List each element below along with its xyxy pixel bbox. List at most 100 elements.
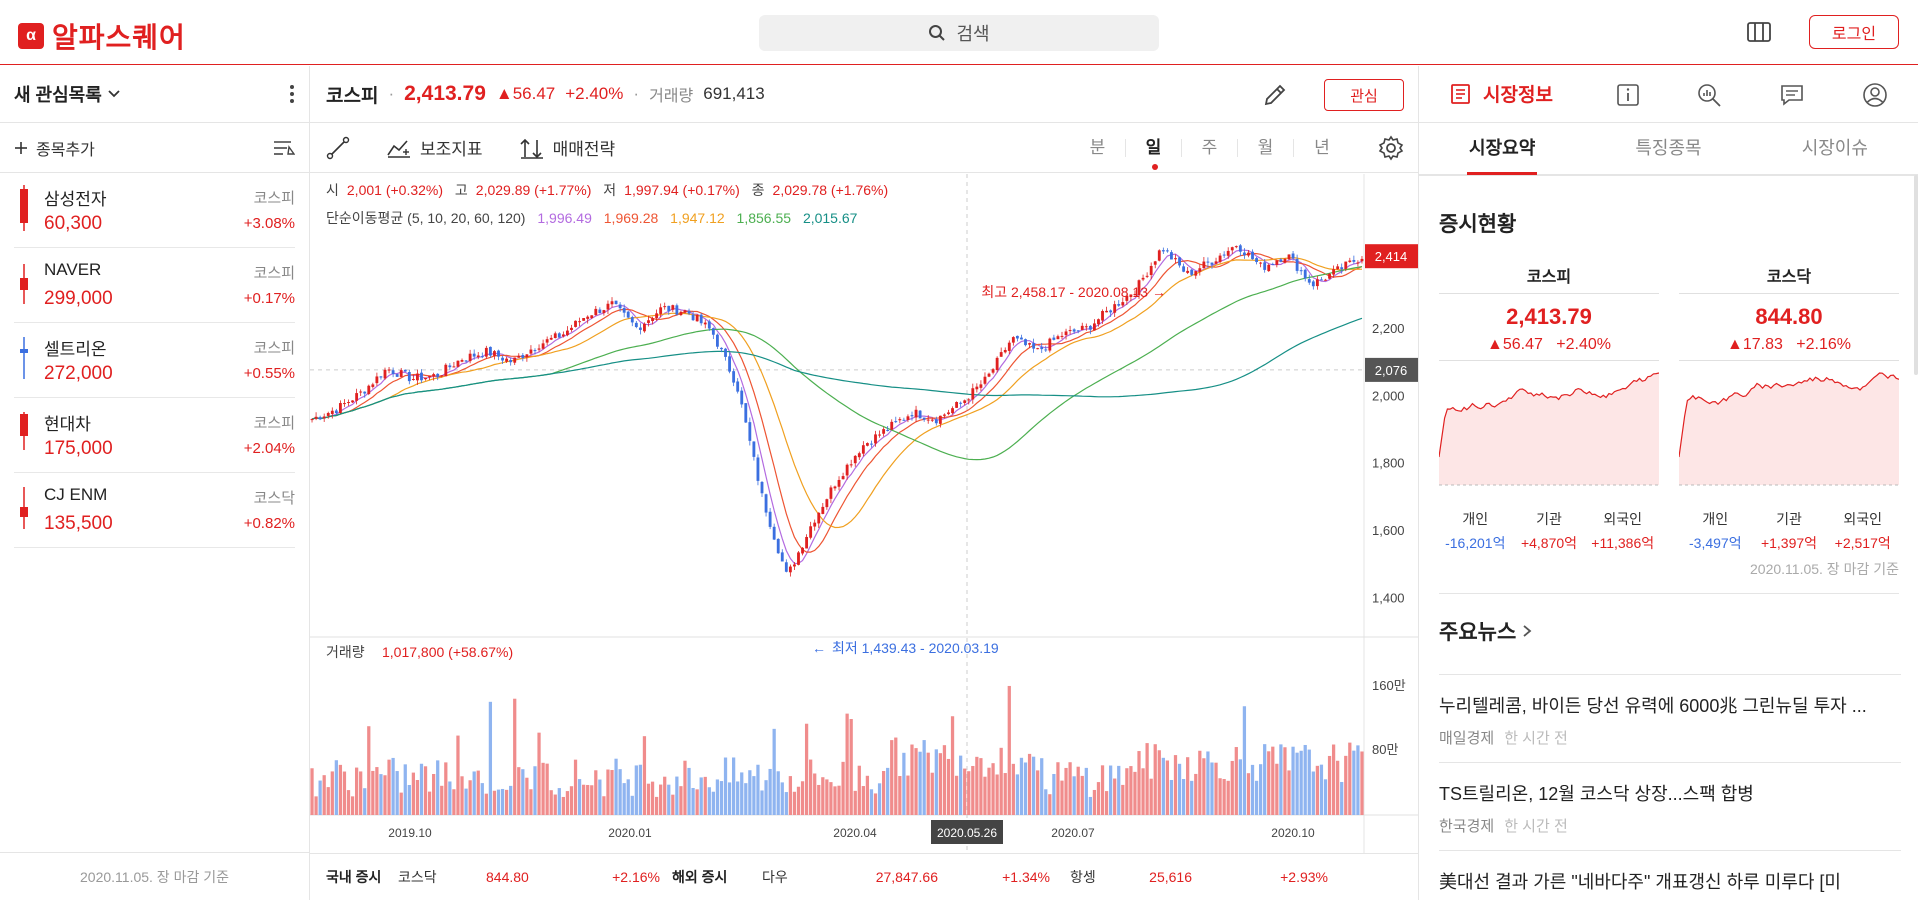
news-source: 한국경제 (1439, 818, 1495, 835)
candle-body (699, 314, 703, 324)
volume-bar (1356, 745, 1360, 815)
favorite-button[interactable]: 관심 (1324, 79, 1404, 111)
candle-body (314, 416, 318, 419)
volume-bar (606, 769, 610, 815)
volume-bar (727, 782, 732, 815)
volume-bar (476, 770, 480, 815)
ticker-name[interactable]: 항셍 (1070, 869, 1096, 885)
ticker-value: 25,616 (1149, 869, 1192, 885)
news-item[interactable]: 美대선 결과 가른 "네바다주" 개표갱신 하루 미루다 [미 (1439, 850, 1901, 894)
indicator-button[interactable]: 보조지표 (386, 135, 483, 160)
news-item[interactable]: 누리텔레콤, 바이든 당선 유력에 6000兆 그린뉴딜 투자 ... 매일경제… (1439, 674, 1901, 748)
sort-list-icon[interactable] (273, 139, 295, 157)
chat-icon[interactable] (1779, 82, 1805, 108)
candle-body (1198, 268, 1202, 272)
stock-name: 삼성전자 (44, 190, 107, 209)
tab-market-issues[interactable]: 시장이슈 (1801, 138, 1868, 158)
index-name: 코스닥 (1679, 263, 1899, 294)
watchlist-item[interactable]: 셀트리온 272,000 코스피 +0.55% (14, 323, 295, 398)
analysis-icon[interactable] (1696, 82, 1722, 108)
quote-volume-label: 거래량 (649, 88, 694, 105)
volume-bar (886, 767, 890, 815)
index-card-kospi[interactable]: 코스피 2,413.79 ▲56.47 +2.40% 개인 -16,201억 기관… (1439, 263, 1659, 553)
volume-bar (423, 766, 428, 815)
gear-icon[interactable] (1378, 135, 1404, 161)
volume-bar (744, 783, 748, 815)
logo[interactable]: α 알파스퀘어 (18, 16, 186, 56)
candle-body (334, 410, 338, 414)
period-tab-minute[interactable]: 분 (1070, 139, 1126, 157)
candle-body (651, 318, 654, 322)
volume-bar (1234, 747, 1238, 815)
candle-body (991, 369, 995, 373)
volume-bar (650, 781, 655, 815)
watchlist-item[interactable]: 삼성전자 60,300 코스피 +3.08% (14, 173, 295, 248)
candle-body (1109, 310, 1113, 313)
volume-bar (1238, 759, 1242, 815)
market-info-tab[interactable]: 시장정보 (1449, 80, 1553, 107)
candle-icon (20, 487, 28, 529)
investor-label: 외국인 (1843, 511, 1883, 527)
period-tab-week[interactable]: 주 (1182, 139, 1238, 157)
candle-body (1040, 347, 1044, 350)
candlestick-series (310, 244, 1364, 577)
candle-body (1287, 254, 1291, 260)
volume-bar (1210, 762, 1214, 815)
low-arrow: ← (812, 640, 826, 656)
candle-body (801, 547, 804, 554)
index-pct: +2.16% (1796, 336, 1851, 353)
candle-body (371, 384, 375, 387)
volume-bar (391, 757, 395, 815)
candle-icon (20, 412, 28, 450)
search-icon (929, 25, 946, 41)
add-stock-button[interactable]: 종목추가 (14, 136, 95, 160)
candle-body (922, 417, 926, 420)
watchlist-item[interactable]: CJ ENM 135,500 코스닥 +0.82% (14, 473, 295, 548)
user-icon[interactable] (1862, 82, 1888, 108)
index-card-kosdaq[interactable]: 코스닥 844.80 ▲17.83 +2.16% 개인 -3,497억 기관 +1,… (1679, 263, 1899, 553)
candle-body (967, 399, 971, 401)
watchlist-item[interactable]: NAVER 299,000 코스피 +0.17% (14, 248, 295, 323)
candle-body (995, 357, 999, 371)
candle-body (464, 360, 468, 362)
strategy-label: 매매전략 (552, 140, 616, 159)
volume-bar (999, 747, 1003, 815)
search-input[interactable]: 검색 (759, 15, 1159, 51)
drawing-tool-button[interactable] (326, 136, 350, 160)
chevron-right-icon (1523, 625, 1532, 637)
candle-body (1242, 252, 1246, 256)
login-button[interactable]: 로그인 (1809, 15, 1899, 49)
watchlist-item[interactable]: 현대차 175,000 코스피 +2.04% (14, 398, 295, 473)
y-tick-label: 2,200 (1372, 321, 1405, 336)
ticker-name[interactable]: 다우 (762, 869, 788, 885)
ticker-name[interactable]: 코스닥 (398, 869, 437, 885)
news-item[interactable]: TS트릴리온, 12월 코스닥 상장...스팩 합병 한국경제 한 시간 전 (1439, 762, 1901, 836)
candle-body (590, 315, 594, 318)
volume-bar (877, 783, 882, 815)
scrollbar[interactable] (1914, 175, 1918, 375)
volume-bar (841, 761, 845, 815)
period-tab-day[interactable]: 일 (1126, 139, 1182, 170)
candle-body (1190, 269, 1194, 275)
news-section-title[interactable]: 주요뉴스 (1439, 616, 1532, 646)
layout-panel-icon[interactable] (1746, 20, 1772, 44)
volume-bar (1036, 770, 1040, 815)
volume-bar (1331, 744, 1336, 815)
pencil-icon[interactable] (1262, 82, 1288, 108)
investor-value: +4,870억 (1520, 535, 1578, 551)
tab-featured-stocks[interactable]: 특징종목 (1635, 138, 1702, 158)
period-tab-month[interactable]: 월 (1238, 139, 1294, 157)
price-chart[interactable]: 2,200 2,000 1,800 1,600 1,400 2019.10 2020.01… (310, 174, 1418, 853)
period-tab-year[interactable]: 년 (1314, 138, 1330, 157)
investor-flows: 개인 -3,497억 기관 +1,397억 외국인 +2,517억 (1679, 509, 1899, 553)
tab-market-summary[interactable]: 시장요약 (1419, 123, 1585, 175)
candle-body (748, 422, 752, 441)
candle-body (330, 410, 334, 414)
candle-body (857, 453, 861, 458)
more-vertical-icon[interactable] (289, 84, 295, 104)
info-icon[interactable] (1615, 82, 1641, 108)
strategy-button[interactable]: 매매전략 (519, 135, 616, 160)
candle-body (606, 303, 610, 310)
volume-bar (1088, 796, 1092, 815)
watchlist-title-dropdown[interactable]: 새 관심목록 (14, 81, 120, 107)
